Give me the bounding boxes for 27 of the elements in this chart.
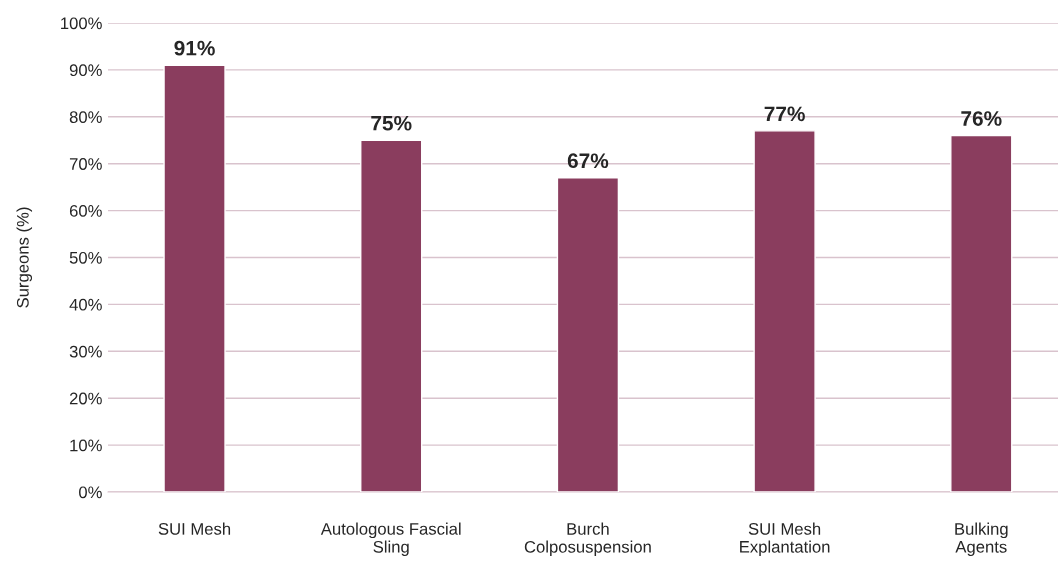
y-tick-label: 10% [70,439,102,452]
x-tick-label: Autologous Fascial Sling [320,522,461,557]
data-label: 76% [961,111,1002,126]
y-tick-label: 0% [79,486,102,499]
x-tick-label: SUI Mesh [158,522,231,535]
y-axis-title: Surgeons (%) [16,207,33,308]
y-tick-label: 20% [69,392,102,405]
y-tick-label: 100% [61,17,102,30]
data-label: 77% [764,106,805,122]
data-label: 67% [567,153,609,169]
data-label: 75% [371,115,412,131]
bar [163,64,226,492]
y-tick-label: 70% [69,158,102,170]
bar [556,177,620,492]
x-tick-label: Bulking Agents [955,522,1008,557]
x-tick-label: Burch Colposuspension [524,522,651,557]
y-tick-label: 50% [69,251,102,264]
y-tick-label: 90% [69,64,102,77]
y-tick-label: 30% [69,345,102,358]
bar [753,130,816,492]
y-tick-label: 80% [69,111,102,123]
y-tick-label: 60% [69,205,102,217]
bar [360,139,423,492]
data-label: 91% [174,40,215,56]
bar [950,134,1013,492]
x-tick-label: SUI Mesh Explantation [740,522,830,557]
y-tick-label: 40% [69,298,102,311]
